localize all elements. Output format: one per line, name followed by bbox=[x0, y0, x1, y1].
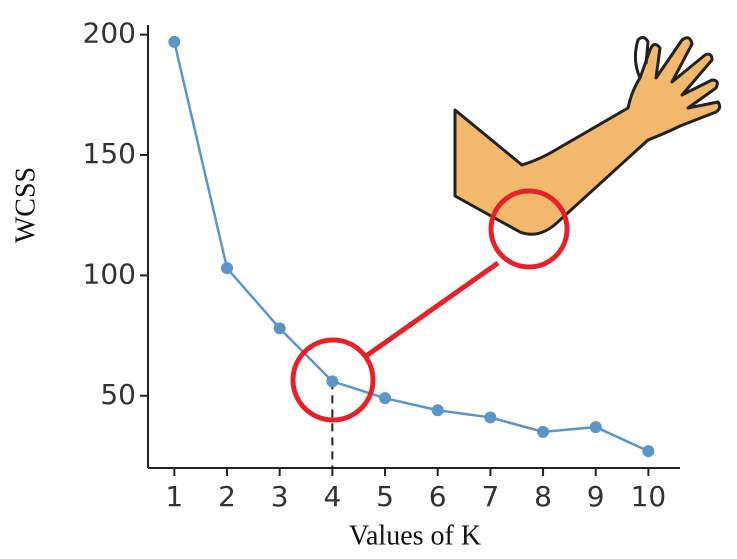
x-tick-label: 3 bbox=[271, 480, 289, 513]
x-tick-label: 10 bbox=[631, 480, 667, 513]
y-tick-label: 200 bbox=[83, 17, 136, 50]
y-tick-label: 50 bbox=[100, 378, 136, 411]
data-point bbox=[326, 375, 338, 387]
data-point bbox=[379, 392, 391, 404]
x-tick-label: 5 bbox=[376, 480, 394, 513]
x-tick-label: 8 bbox=[534, 480, 552, 513]
y-tick-label: 150 bbox=[83, 137, 136, 170]
x-axis-label: Values of K bbox=[349, 520, 481, 551]
x-tick-label: 6 bbox=[429, 480, 447, 513]
x-tick-label: 7 bbox=[481, 480, 499, 513]
data-point bbox=[432, 404, 444, 416]
x-tick-label: 4 bbox=[323, 480, 341, 513]
y-tick-label: 100 bbox=[83, 257, 136, 290]
y-axis-label: WCSS bbox=[10, 167, 41, 243]
x-tick-label: 9 bbox=[587, 480, 605, 513]
x-tick-label: 2 bbox=[218, 480, 236, 513]
chart: WCSS Values of K 50 100 150 200 1 2 3 4 5 6 7 8 9 10 bbox=[0, 0, 737, 559]
data-point bbox=[168, 36, 180, 48]
series-line bbox=[174, 42, 648, 451]
data-point bbox=[484, 411, 496, 423]
data-point bbox=[274, 322, 286, 334]
data-point bbox=[590, 421, 602, 433]
data-point bbox=[642, 445, 654, 457]
x-tick-label: 1 bbox=[165, 480, 183, 513]
connector bbox=[366, 263, 498, 356]
arm-illustration bbox=[455, 37, 720, 234]
data-point bbox=[537, 426, 549, 438]
data-point bbox=[221, 262, 233, 274]
